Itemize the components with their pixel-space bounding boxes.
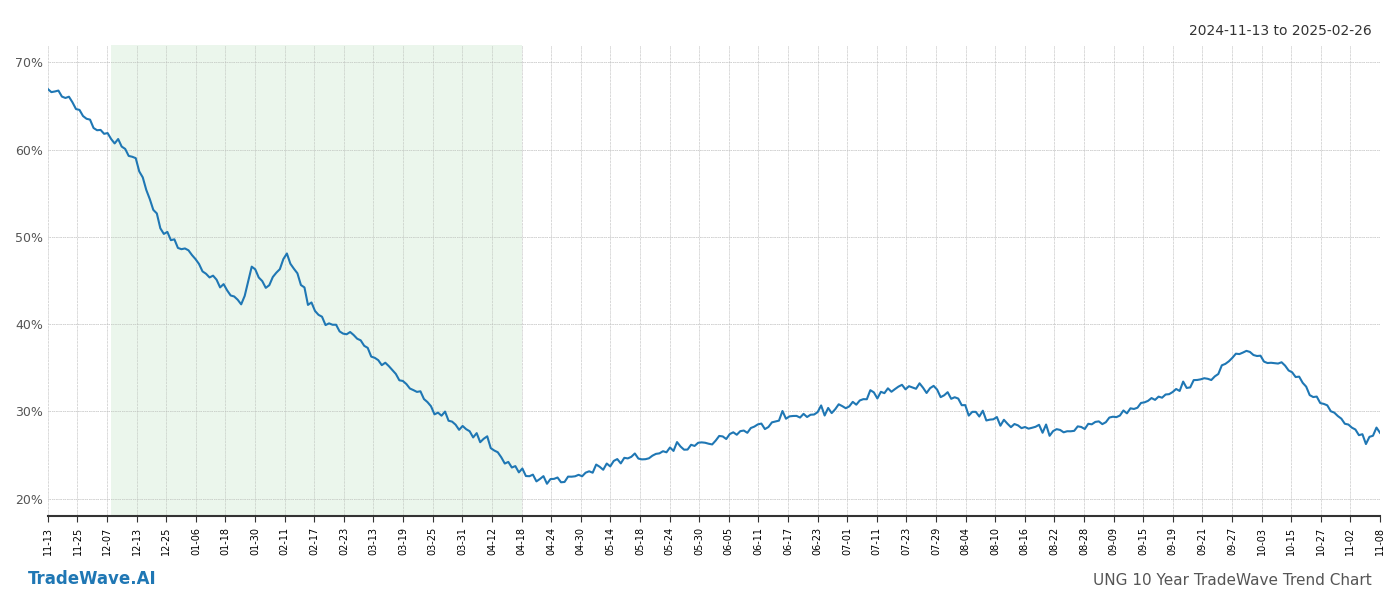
Bar — [111, 45, 522, 516]
Text: UNG 10 Year TradeWave Trend Chart: UNG 10 Year TradeWave Trend Chart — [1093, 573, 1372, 588]
Text: 2024-11-13 to 2025-02-26: 2024-11-13 to 2025-02-26 — [1189, 24, 1372, 38]
Text: TradeWave.AI: TradeWave.AI — [28, 570, 157, 588]
